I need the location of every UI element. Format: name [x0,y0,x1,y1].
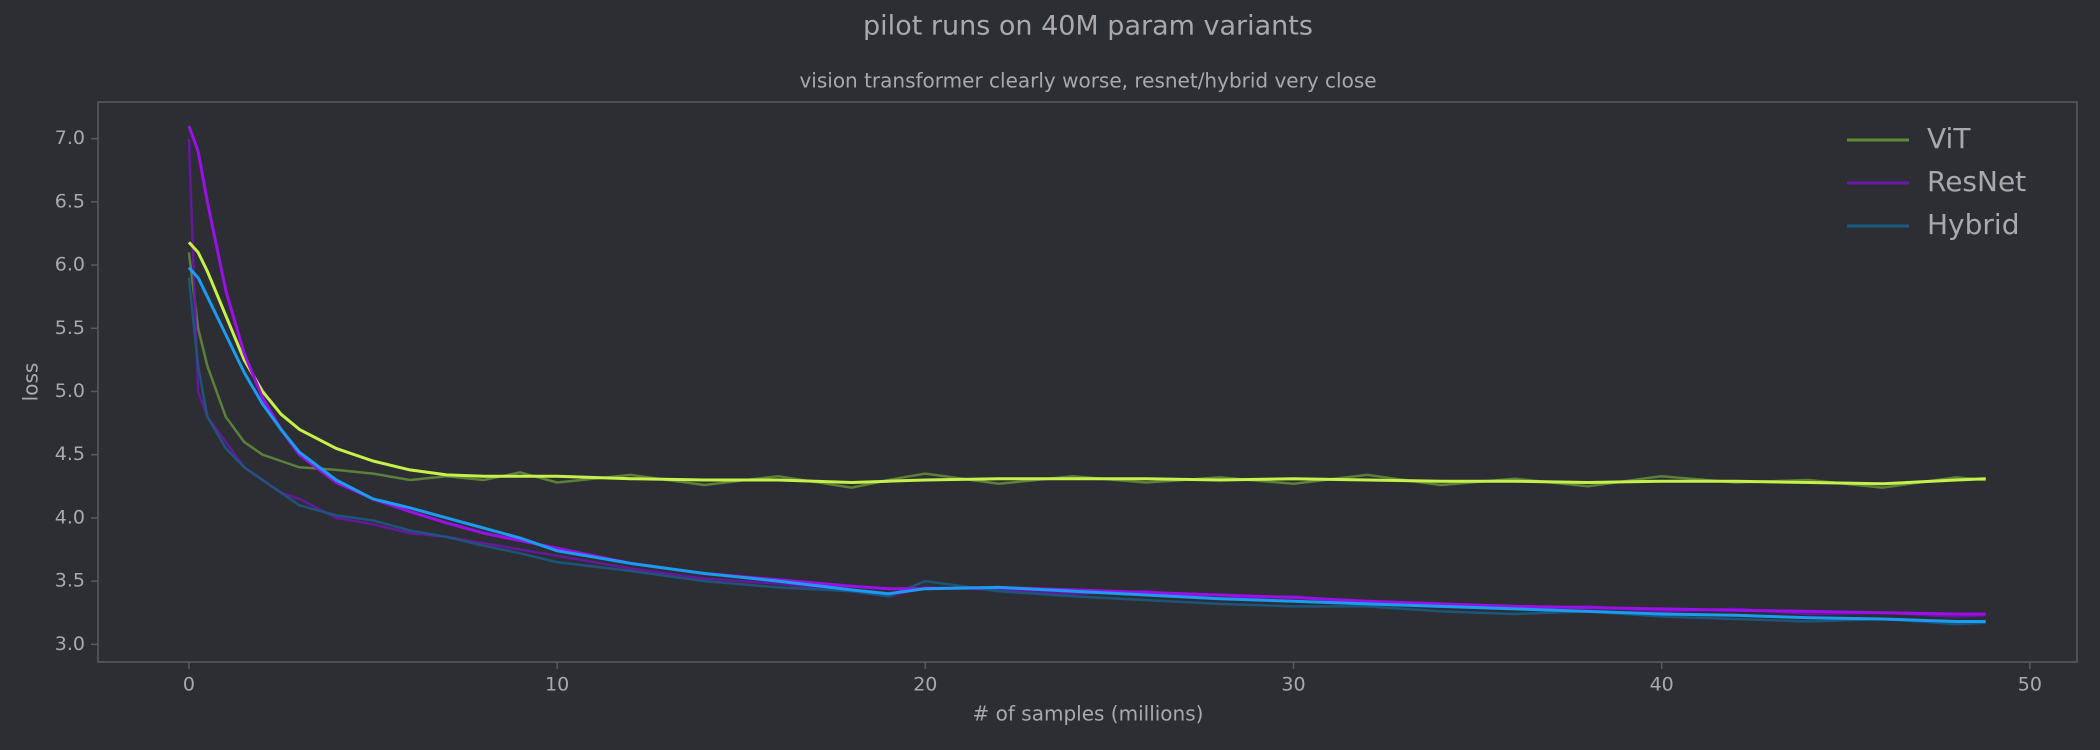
smoothed-line [187,241,1986,486]
y-tick-label: 4.0 [55,506,85,528]
chart-subtitle: vision transformer clearly worse, resnet… [799,69,1376,93]
y-tick-label: 4.5 [55,443,85,465]
x-tick-label: 40 [1650,674,1674,696]
y-tick-label: 3.5 [55,570,85,592]
x-tick-label: 30 [1281,674,1305,696]
x-axis-label: # of samples (millions) [973,702,1204,726]
x-tick-label: 0 [183,674,195,696]
x-tick-label: 50 [2018,674,2042,696]
y-tick-label: 5.5 [55,317,85,339]
legend-label: ResNet [1927,165,2026,198]
y-tick-label: 6.0 [55,254,85,276]
legend-label: ViT [1927,122,1971,155]
smoothed-line [187,266,1986,623]
y-tick-label: 3.0 [55,633,85,655]
y-tick-label: 7.0 [55,127,85,149]
chart-title: pilot runs on 40M param variants [863,11,1313,42]
x-tick-label: 10 [545,674,569,696]
y-axis-label: loss [19,363,43,402]
y-tick-label: 5.0 [55,380,85,402]
plot-frame [97,101,2078,663]
x-tick-label: 20 [913,674,937,696]
y-tick-label: 6.5 [55,190,85,212]
legend-label: Hybrid [1927,208,2019,241]
